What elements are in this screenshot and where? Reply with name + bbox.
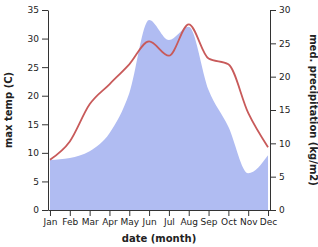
tick-label: 25: [28, 63, 39, 73]
tick-mark: [268, 210, 269, 216]
plot-area: [50, 20, 268, 210]
tick: 15: [270, 105, 290, 115]
tick-label: 15: [279, 105, 290, 115]
tick-label: 20: [28, 91, 40, 101]
tick-mark: [42, 10, 48, 11]
tick: Jan: [43, 210, 58, 227]
tick: 20: [270, 72, 291, 82]
precipitation-area: [50, 20, 268, 210]
y-axis: 0 5 10 15 20 25 30 35: [28, 5, 49, 215]
tick-mark: [70, 210, 71, 216]
tick-mark: [42, 124, 48, 125]
tick-label: Sep: [201, 217, 218, 227]
tick-mark: [42, 210, 48, 211]
tick-mark: [270, 77, 276, 78]
tick-label: 10: [279, 139, 291, 149]
tick-label: 15: [28, 120, 39, 130]
tick: 35: [28, 5, 48, 15]
y2-axis: 0 5 10 15 20 25 30: [270, 5, 291, 215]
tick: Aug: [180, 210, 198, 227]
tick: 0: [33, 205, 48, 215]
x-axis: Jan Feb MarAprMayJun Jul AugSepOctNovDec: [43, 210, 278, 227]
tick: 15: [28, 120, 48, 130]
tick-mark: [90, 210, 91, 216]
tick: Jun: [142, 210, 157, 227]
tick-mark: [270, 210, 276, 211]
tick-label: Jul: [163, 217, 175, 227]
y2-axis-title: med. precipitation (kg/m2): [308, 34, 318, 186]
axis-line: [49, 210, 271, 211]
tick-label: 20: [279, 72, 291, 82]
tick-label: Feb: [62, 217, 78, 227]
tick: 30: [270, 5, 291, 15]
tick: 5: [33, 177, 48, 187]
tick-mark: [228, 210, 229, 216]
tick: 10: [28, 148, 48, 158]
tick: Nov: [240, 210, 258, 227]
tick-label: 25: [279, 39, 290, 49]
tick-label: Apr: [102, 217, 118, 227]
tick-label: Jan: [43, 217, 58, 227]
tick-label: 30: [28, 34, 40, 44]
tick-mark: [270, 110, 276, 111]
tick-mark: [248, 210, 249, 216]
tick-label: 35: [28, 5, 39, 15]
tick: Apr: [102, 210, 118, 227]
tick-mark: [42, 181, 48, 182]
tick-mark: [109, 210, 110, 216]
tick-mark: [270, 10, 276, 11]
tick: Feb: [62, 210, 78, 227]
tick: 5: [270, 172, 285, 182]
tick: Sep: [201, 210, 218, 227]
tick: 10: [270, 139, 291, 149]
tick-mark: [209, 210, 210, 216]
tick: Oct: [221, 210, 237, 227]
tick-label: Nov: [240, 217, 258, 227]
tick: 30: [28, 34, 48, 44]
tick-mark: [270, 43, 276, 44]
axis-line: [48, 11, 49, 211]
tick-label: Oct: [221, 217, 237, 227]
tick-mark: [149, 210, 150, 216]
tick-label: 0: [33, 205, 39, 215]
tick-label: Mar: [82, 217, 99, 227]
tick-mark: [270, 177, 276, 178]
chart: JanFebMarAprMayJunJulAugSepOctNovDec0510…: [0, 0, 318, 247]
tick: 25: [270, 39, 290, 49]
temperature-line: [50, 24, 268, 159]
tick: 0: [270, 205, 285, 215]
tick: 25: [28, 63, 48, 73]
tick-mark: [189, 210, 190, 216]
x-axis-title: date (month): [122, 233, 196, 244]
tick-label: Dec: [260, 217, 277, 227]
tick-label: 5: [33, 177, 39, 187]
tick-mark: [42, 153, 48, 154]
tick-mark: [270, 143, 276, 144]
y-axis-title: max temp (C): [3, 72, 14, 148]
tick: 20: [28, 91, 48, 101]
tick-label: 10: [28, 148, 40, 158]
tick: Jul: [163, 210, 175, 227]
tick: Mar: [82, 210, 99, 227]
tick-mark: [129, 210, 130, 216]
tick-label: 5: [279, 172, 285, 182]
tick-label: 0: [279, 205, 285, 215]
tick-label: 30: [279, 5, 291, 15]
tick-mark: [169, 210, 170, 216]
tick-mark: [42, 67, 48, 68]
tick-label: Jun: [142, 217, 157, 227]
tick: Dec: [260, 210, 277, 227]
tick-mark: [42, 39, 48, 40]
tick-mark: [42, 96, 48, 97]
tick: May: [120, 210, 139, 227]
tick-label: Aug: [180, 217, 198, 227]
tick-mark: [50, 210, 51, 216]
tick-label: May: [120, 217, 139, 227]
